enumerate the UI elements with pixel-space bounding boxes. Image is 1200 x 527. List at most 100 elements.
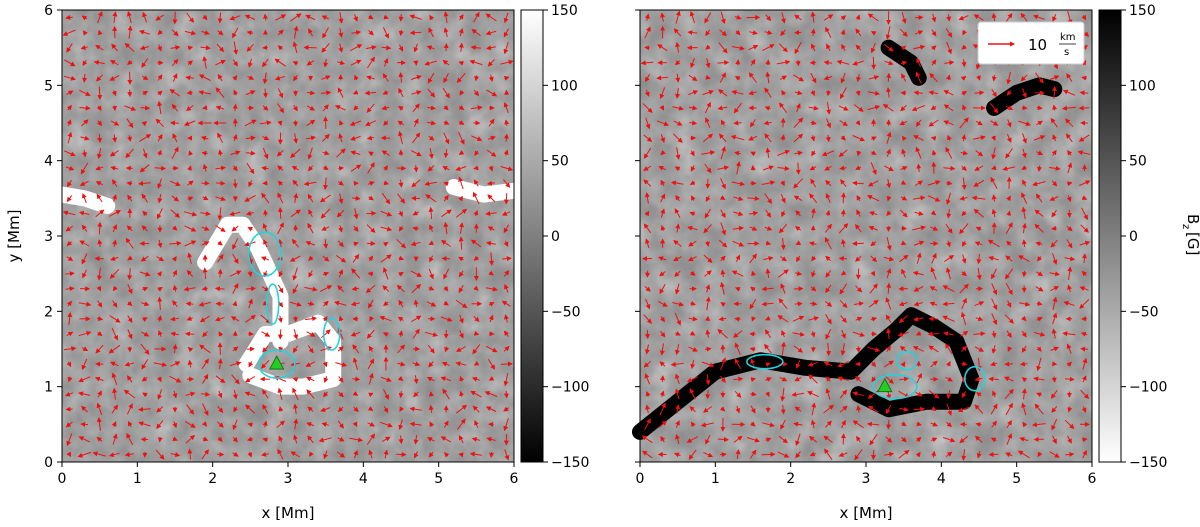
velocity-arrow	[350, 150, 361, 156]
velocity-arrow	[428, 148, 434, 160]
velocity-arrow	[142, 210, 148, 217]
velocity-arrow	[427, 437, 435, 442]
velocity-arrow	[141, 225, 148, 232]
velocity-arrow	[214, 286, 225, 292]
velocity-arrow	[290, 148, 301, 158]
velocity-arrow	[184, 225, 197, 232]
velocity-arrow	[337, 87, 344, 98]
velocity-arrow	[96, 105, 102, 112]
velocity-arrow	[244, 391, 256, 397]
velocity-arrow	[67, 131, 73, 144]
colorbar-left: 150 100 50 0 −50 −100 −150	[520, 3, 589, 471]
velocity-arrow	[141, 359, 149, 370]
velocity-arrow	[1021, 270, 1027, 278]
velocity-arrow	[127, 420, 133, 428]
velocity-arrow	[215, 196, 226, 202]
velocity-arrow	[307, 222, 314, 234]
velocity-arrow	[946, 14, 952, 22]
velocity-arrow	[66, 119, 72, 127]
velocity-arrow	[112, 224, 117, 233]
velocity-arrow	[409, 30, 422, 36]
velocity-arrow	[127, 284, 133, 295]
velocity-arrow	[82, 73, 88, 83]
velocity-arrow	[65, 165, 75, 171]
velocity-arrow	[198, 90, 211, 96]
velocity-arrow	[733, 120, 742, 126]
velocity-arrow	[244, 195, 256, 202]
velocity-arrow	[157, 44, 162, 52]
x-tick-label: 1	[133, 471, 142, 487]
velocity-arrow	[413, 299, 419, 308]
velocity-arrow	[202, 163, 208, 172]
velocity-arrow	[335, 254, 347, 263]
velocity-arrow	[458, 150, 465, 155]
velocity-arrow	[157, 29, 163, 35]
velocity-arrow	[323, 239, 329, 249]
colorbar-tick-label: −100	[1129, 380, 1167, 396]
velocity-arrow	[444, 452, 450, 458]
velocity-arrow	[503, 193, 509, 205]
velocity-arrow	[473, 165, 479, 171]
velocity-arrow	[458, 28, 464, 37]
velocity-arrow	[323, 391, 329, 398]
velocity-arrow	[306, 105, 315, 111]
velocity-arrow	[425, 331, 438, 337]
velocity-arrow	[67, 312, 73, 325]
velocity-arrow	[412, 103, 420, 113]
velocity-arrow	[409, 406, 422, 412]
velocity-arrow	[78, 376, 91, 383]
velocity-arrow	[111, 372, 118, 385]
velocity-arrow	[140, 343, 150, 355]
colorbar-tick-label: 50	[1129, 154, 1147, 170]
velocity-arrow	[306, 422, 315, 427]
velocity-arrow	[156, 208, 163, 220]
velocity-arrow	[428, 135, 435, 141]
velocity-arrow	[217, 12, 223, 24]
velocity-arrow	[63, 150, 76, 157]
velocity-arrow	[308, 451, 314, 457]
legend-fraction-denominator: s	[1064, 47, 1069, 58]
velocity-arrow	[321, 422, 329, 427]
colorbar-label-unit: [G]	[1184, 232, 1200, 255]
velocity-arrow	[413, 435, 419, 445]
velocity-arrow	[443, 132, 450, 145]
velocity-arrow	[292, 284, 299, 294]
velocity-arrow	[156, 406, 164, 413]
velocity-arrow	[336, 451, 346, 458]
velocity-arrow	[66, 361, 72, 368]
velocity-arrow	[352, 391, 359, 396]
velocity-arrow	[276, 150, 284, 157]
velocity-arrow	[428, 268, 434, 280]
velocity-arrow	[368, 449, 374, 459]
velocity-arrow	[232, 451, 239, 457]
x-axis-label: x [Mm]	[262, 504, 315, 522]
velocity-arrow	[443, 300, 449, 306]
velocity-arrow	[338, 193, 344, 205]
velocity-arrow	[350, 331, 361, 337]
velocity-arrow	[172, 284, 178, 292]
velocity-arrow	[293, 74, 298, 82]
velocity-arrow	[277, 192, 284, 204]
velocity-arrow	[82, 59, 88, 67]
velocity-arrow	[398, 210, 403, 217]
velocity-arrow	[428, 285, 435, 291]
velocity-arrow	[262, 345, 269, 353]
velocity-arrow	[855, 268, 861, 280]
velocity-arrow	[277, 180, 284, 186]
velocity-arrow	[262, 420, 268, 428]
velocity-arrow	[170, 45, 181, 51]
velocity-arrow	[110, 120, 120, 126]
y-tick-label: 3	[44, 229, 53, 245]
velocity-arrow	[232, 389, 238, 400]
velocity-arrow	[261, 331, 271, 337]
velocity-arrow	[398, 106, 404, 111]
velocity-arrow	[458, 132, 465, 145]
velocity-arrow	[353, 406, 359, 413]
velocity-arrow	[183, 211, 198, 217]
velocity-arrow	[307, 193, 314, 203]
velocity-arrow	[413, 43, 419, 53]
velocity-arrow	[337, 406, 344, 413]
velocity-arrow	[306, 119, 316, 127]
velocity-arrow	[367, 358, 375, 370]
x-axis-ticks: 0 1 2 3 4 5 6	[58, 462, 519, 487]
